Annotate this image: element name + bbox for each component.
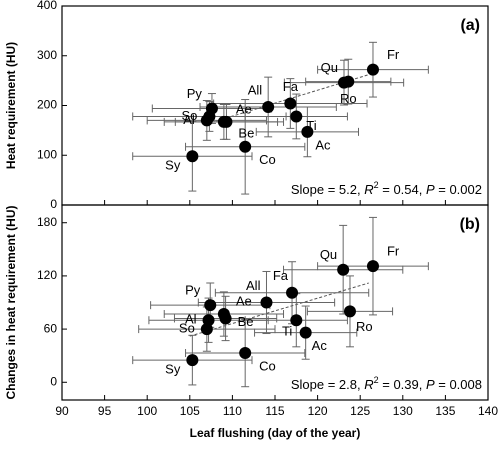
- point: [239, 140, 252, 153]
- point: [301, 125, 314, 138]
- point-label: Sy: [165, 362, 181, 377]
- point: [337, 263, 350, 276]
- point-label: So: [179, 321, 195, 336]
- point: [366, 63, 379, 76]
- point: [200, 323, 213, 336]
- point: [217, 308, 230, 321]
- point-label: Ti: [306, 118, 316, 133]
- point: [217, 115, 230, 128]
- plot-frame: [61, 5, 489, 206]
- annotation-part: = 0.008: [435, 377, 482, 392]
- y-tick-label: 180: [37, 215, 57, 229]
- x-axis-title: Leaf flushing (day of the year): [190, 426, 361, 440]
- annotation-part: = 0.54,: [379, 182, 426, 197]
- point-label: Sy: [165, 158, 181, 173]
- annotation-part: 2: [374, 375, 379, 385]
- x-tick-label: 135: [435, 404, 455, 418]
- point-label: Al: [183, 112, 195, 127]
- y-tick-label: 100: [37, 147, 57, 161]
- point-label: Ae: [236, 101, 252, 116]
- annotation-part: P: [426, 377, 435, 392]
- y-tick-label: 60: [44, 321, 58, 335]
- y-tick-label: 0: [50, 374, 57, 388]
- x-tick-label: 130: [393, 404, 413, 418]
- x-tick-label: 110: [223, 404, 242, 418]
- point-label: Py: [187, 86, 203, 101]
- point: [204, 299, 217, 312]
- point: [290, 110, 303, 123]
- point-label: Ro: [356, 319, 373, 334]
- point: [284, 97, 297, 110]
- point: [205, 102, 218, 115]
- point-label: Ac: [315, 137, 331, 152]
- annotation-part: Slope = 5.2,: [291, 182, 364, 197]
- point-label: Ro: [340, 91, 357, 106]
- panel-label: (b): [460, 216, 480, 233]
- x-tick-label: 120: [308, 404, 328, 418]
- y-axis-title: Heat requirement (HU): [4, 42, 18, 169]
- point-label: Ae: [236, 293, 252, 308]
- point: [366, 260, 379, 273]
- point-label: Ac: [312, 338, 328, 353]
- point-label: Co: [259, 358, 276, 373]
- point: [343, 305, 356, 318]
- point-label: Py: [185, 283, 201, 298]
- x-tick-label: 105: [180, 404, 200, 418]
- point: [286, 286, 299, 299]
- x-tick-label: 100: [137, 404, 157, 418]
- point-label: Fr: [387, 244, 400, 259]
- annotation-part: P: [426, 182, 435, 197]
- fit-line: [189, 282, 369, 337]
- point-label: All: [246, 278, 261, 293]
- point-label: Al: [185, 312, 197, 327]
- y-tick-label: 400: [37, 0, 57, 12]
- y-axis-title: Changes in heat requirement (HU): [4, 205, 18, 399]
- point-label: Be: [238, 125, 254, 140]
- y-tick-label: 200: [37, 98, 57, 112]
- point: [239, 347, 252, 360]
- point-label: Ti: [282, 324, 292, 339]
- point: [186, 354, 199, 367]
- annotation-part: R: [364, 377, 373, 392]
- point-label: Co: [259, 152, 276, 167]
- y-tick-label: 0: [50, 197, 57, 211]
- point: [260, 296, 273, 309]
- annotation: Slope = 2.8, R2 = 0.39, P = 0.008: [291, 375, 482, 392]
- panel-label: (a): [460, 17, 480, 34]
- x-tick-label: 140: [478, 404, 498, 418]
- x-tick-label: 115: [265, 404, 284, 418]
- annotation-part: Slope = 2.8,: [291, 377, 364, 392]
- point-label: Qu: [320, 247, 337, 262]
- y-tick-label: 120: [37, 268, 57, 282]
- point: [290, 314, 303, 327]
- point: [262, 100, 275, 113]
- annotation-part: = 0.002: [435, 182, 482, 197]
- x-tick-label: 95: [98, 404, 112, 418]
- y-tick-label: 300: [37, 48, 57, 62]
- point: [299, 326, 312, 339]
- x-tick-label: 125: [350, 404, 370, 418]
- point-label: So: [181, 108, 197, 123]
- annotation-part: 2: [374, 180, 379, 190]
- x-tick-label: 90: [55, 404, 69, 418]
- point-label: Fr: [387, 47, 400, 62]
- annotation-part: = 0.39,: [379, 377, 426, 392]
- point-label: Qu: [321, 60, 338, 75]
- point: [202, 314, 215, 327]
- point-label: Fa: [283, 79, 299, 94]
- annotation: Slope = 5.2, R2 = 0.54, P = 0.002: [291, 180, 482, 197]
- point: [186, 150, 199, 163]
- annotation-part: R: [364, 182, 373, 197]
- point-label: All: [248, 82, 263, 97]
- point: [342, 75, 355, 88]
- point-label: Be: [238, 314, 254, 329]
- point-label: Fa: [273, 268, 289, 283]
